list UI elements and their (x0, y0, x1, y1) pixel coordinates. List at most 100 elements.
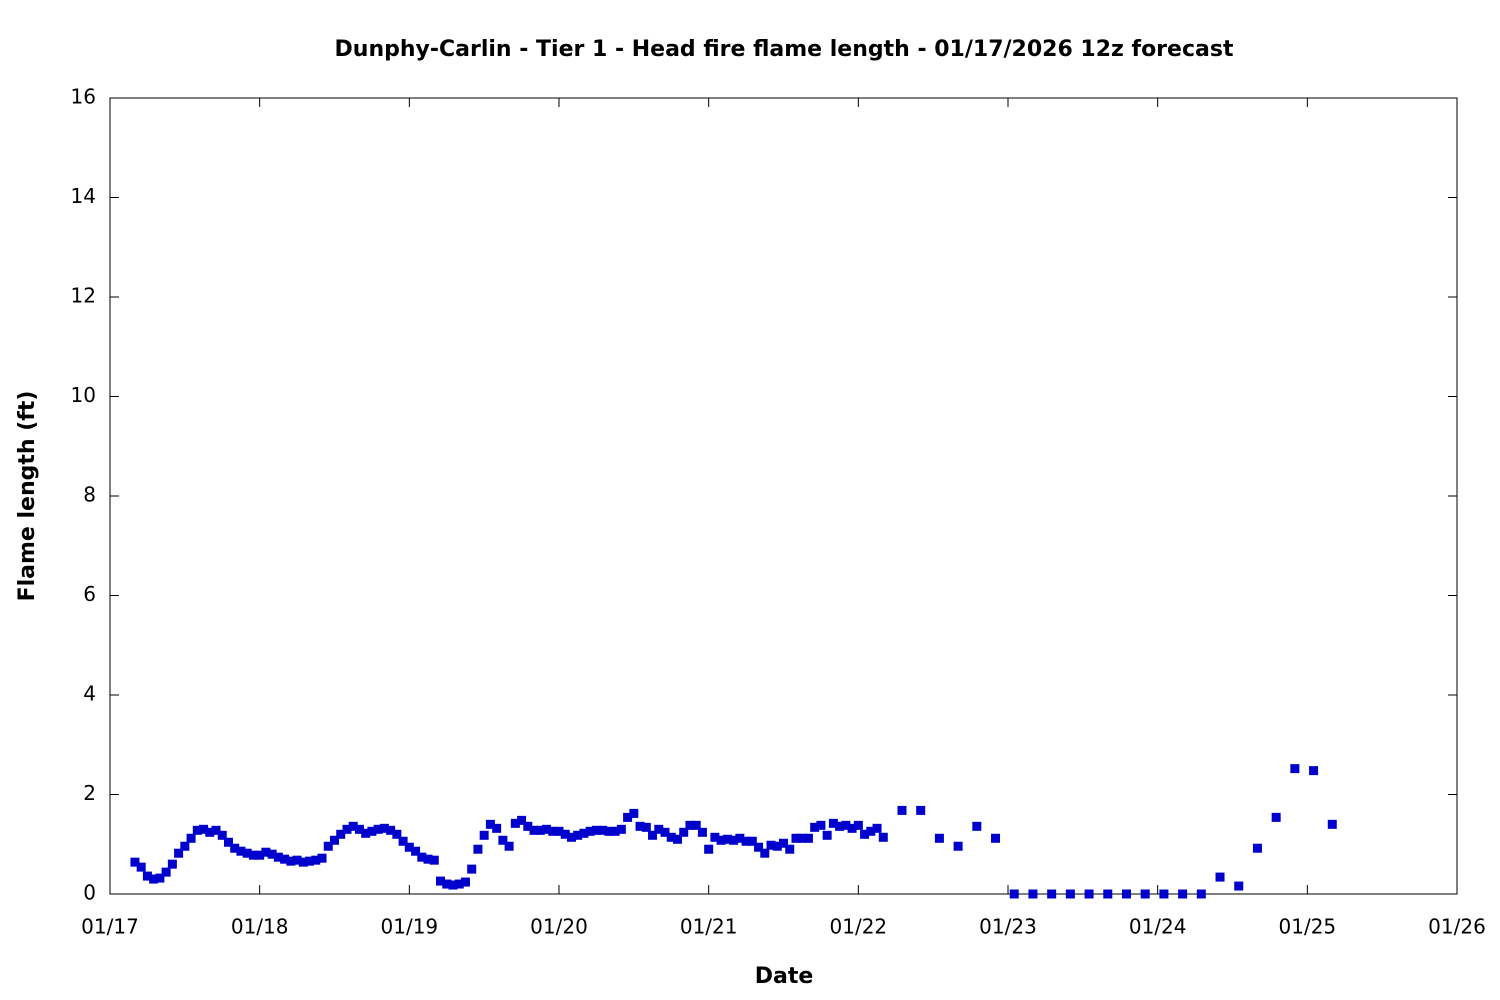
point (916, 805, 926, 815)
point (1327, 819, 1337, 829)
point (255, 850, 265, 860)
point (236, 846, 246, 856)
point (1178, 889, 1188, 899)
point (604, 826, 614, 836)
point (1121, 889, 1131, 899)
x-tick-label: 01/18 (231, 915, 289, 939)
point (386, 825, 396, 835)
point (323, 841, 333, 851)
point (779, 838, 788, 848)
point (248, 850, 258, 860)
point (735, 833, 745, 843)
point (566, 832, 576, 842)
point (373, 824, 383, 834)
point (847, 823, 857, 833)
point (616, 824, 626, 834)
point (729, 835, 739, 845)
point (199, 824, 209, 834)
point (473, 844, 483, 854)
point (747, 836, 757, 846)
point (560, 829, 570, 839)
y-tick-label: 8 (83, 483, 96, 507)
point (797, 833, 807, 843)
y-tick-label: 6 (83, 582, 96, 606)
x-tick-label: 01/26 (1428, 915, 1486, 939)
point (398, 836, 408, 846)
point (697, 827, 707, 837)
x-tick-label: 01/23 (979, 915, 1037, 939)
point (641, 822, 651, 832)
point (186, 833, 196, 843)
point (691, 820, 701, 830)
point (654, 824, 664, 834)
point (629, 808, 639, 818)
point (423, 854, 433, 864)
point (579, 828, 589, 838)
point (1084, 889, 1094, 899)
point (803, 833, 813, 843)
point (467, 864, 477, 874)
point (535, 825, 545, 835)
point (174, 848, 184, 858)
point (149, 874, 159, 884)
point (878, 832, 888, 842)
point (972, 821, 982, 831)
point (635, 821, 645, 831)
point (167, 859, 177, 869)
point (835, 821, 845, 831)
point (379, 823, 389, 833)
x-tick-label: 01/24 (1129, 915, 1187, 939)
y-tick-label: 16 (71, 85, 96, 109)
point (816, 820, 826, 830)
point (1252, 843, 1262, 853)
point (1271, 812, 1281, 822)
point (354, 824, 364, 834)
point (722, 834, 732, 844)
point (598, 825, 608, 835)
point (866, 826, 876, 836)
point (142, 871, 152, 881)
point (760, 848, 770, 858)
point (317, 853, 327, 863)
point (772, 841, 782, 851)
point (342, 824, 352, 834)
point (1047, 889, 1057, 899)
point (666, 832, 676, 842)
point (679, 827, 689, 837)
point (791, 833, 801, 843)
point (136, 862, 146, 872)
x-tick-label: 01/17 (81, 915, 139, 939)
point (1028, 889, 1038, 899)
point (1196, 889, 1206, 899)
point (411, 846, 421, 856)
point (267, 849, 277, 859)
point (286, 856, 296, 866)
point (648, 830, 658, 840)
point (348, 821, 358, 831)
point (685, 820, 695, 830)
point (498, 835, 508, 845)
point (754, 842, 764, 852)
point (180, 841, 190, 851)
point (897, 805, 907, 815)
point (1103, 889, 1113, 899)
point (404, 842, 414, 852)
point (436, 876, 446, 886)
point (429, 855, 439, 865)
point (610, 826, 620, 836)
y-tick-label: 14 (71, 184, 96, 208)
point (872, 823, 882, 833)
point (130, 857, 140, 867)
point (460, 877, 470, 887)
point (298, 857, 308, 867)
point (454, 879, 464, 889)
y-tick-label: 2 (83, 781, 96, 805)
point (292, 855, 302, 865)
point (448, 880, 458, 890)
point (1159, 889, 1169, 899)
point (230, 843, 240, 853)
point (192, 825, 202, 835)
point (223, 837, 233, 847)
point (853, 820, 863, 830)
